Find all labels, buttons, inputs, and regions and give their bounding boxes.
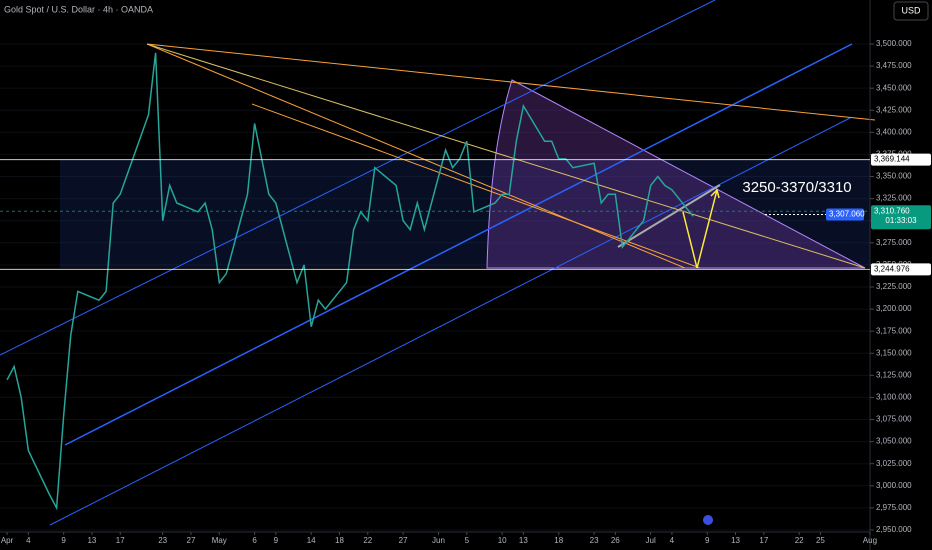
trend-line <box>146 43 876 121</box>
channel-line <box>0 0 716 356</box>
x-tick-label: 22 <box>795 536 804 545</box>
y-tick-label: 3,425.000 <box>876 105 912 114</box>
y-tick-label: 3,075.000 <box>876 415 912 424</box>
x-tick-label: 13 <box>87 536 96 545</box>
y-tick-label: 3,025.000 <box>876 459 912 468</box>
x-tick-label: 17 <box>116 536 125 545</box>
x-tick-label: 23 <box>158 536 167 545</box>
currency[interactable]: USD <box>901 5 921 15</box>
price-label: 3,244.976 <box>874 264 910 273</box>
y-tick-label: 2,975.000 <box>876 503 912 512</box>
y-tick-label: 3,050.000 <box>876 437 912 446</box>
price-label: 3,310.760 <box>874 206 910 215</box>
triangle-zone <box>486 79 866 269</box>
x-tick-label: 9 <box>61 536 66 545</box>
x-tick-label: 25 <box>816 536 825 545</box>
x-tick-label: 13 <box>519 536 528 545</box>
channel-line <box>64 43 853 446</box>
x-tick-label: 10 <box>498 536 507 545</box>
y-tick-label: 3,275.000 <box>876 238 912 247</box>
x-tick-label: 14 <box>307 536 316 545</box>
y-tick-label: 2,950.000 <box>876 525 912 534</box>
x-tick-label: Jun <box>432 536 445 545</box>
chart-title: Gold Spot / U.S. Dollar · 4h · OANDA <box>4 4 153 14</box>
currency-button[interactable] <box>893 1 929 21</box>
price-line <box>6 52 694 511</box>
x-tick-label: 18 <box>335 536 344 545</box>
trend-line <box>146 43 686 269</box>
x-tick-label: 9 <box>705 536 710 545</box>
x-tick-label: 9 <box>274 536 279 545</box>
y-tick-label: 3,200.000 <box>876 304 912 313</box>
x-tick-label: 18 <box>554 536 563 545</box>
y-tick-label: 3,000.000 <box>876 481 912 490</box>
projection-arrow <box>710 188 720 199</box>
y-tick-label: 3,150.000 <box>876 348 912 357</box>
x-tick-label: 4 <box>670 536 675 545</box>
y-tick-label: 3,350.000 <box>876 172 912 181</box>
y-tick-label: 3,125.000 <box>876 370 912 379</box>
y-tick-label: 3,500.000 <box>876 39 912 48</box>
range-zone <box>60 160 870 268</box>
x-tick-label: 27 <box>399 536 408 545</box>
y-tick-label: 3,225.000 <box>876 282 912 291</box>
x-tick-label: 13 <box>731 536 740 545</box>
price-label-box <box>826 208 864 221</box>
drawings <box>0 0 876 526</box>
price-label-box <box>871 205 931 230</box>
x-tick-label: 22 <box>363 536 372 545</box>
trend-line <box>617 184 721 248</box>
x-tick-label: 17 <box>759 536 768 545</box>
channel-line <box>49 117 851 526</box>
x-tick-label: 23 <box>590 536 599 545</box>
x-tick-label: May <box>212 536 227 545</box>
trend-line <box>251 103 701 269</box>
y-tick-label: 3,175.000 <box>876 326 912 335</box>
x-tick-label: Apr <box>1 536 14 545</box>
trend-line <box>146 43 866 269</box>
y-tick-label: 3,100.000 <box>876 393 912 402</box>
annotation: 3250-3370/3310 <box>742 179 851 196</box>
price-label: 3,369.144 <box>874 155 910 164</box>
price-label-box <box>871 153 931 166</box>
projection <box>682 189 718 269</box>
y-tick-label: 3,450.000 <box>876 83 912 92</box>
x-tick-label: 6 <box>252 536 257 545</box>
y-tick-label: 3,475.000 <box>876 61 912 70</box>
x-tick-label: Jul <box>646 536 656 545</box>
y-tick-label: 3,400.000 <box>876 127 912 136</box>
price-label-box <box>871 263 931 276</box>
x-tick-label: 26 <box>611 536 620 545</box>
event-icon[interactable] <box>703 515 713 525</box>
price-label: 3,307.060 <box>829 210 865 219</box>
x-tick-label: Aug <box>863 536 877 545</box>
x-tick-label: 27 <box>187 536 196 545</box>
x-tick-label: 5 <box>465 536 470 545</box>
countdown: 01:33:03 <box>885 216 917 225</box>
y-tick-label: 3,325.000 <box>876 194 912 203</box>
x-tick-label: 4 <box>26 536 31 545</box>
